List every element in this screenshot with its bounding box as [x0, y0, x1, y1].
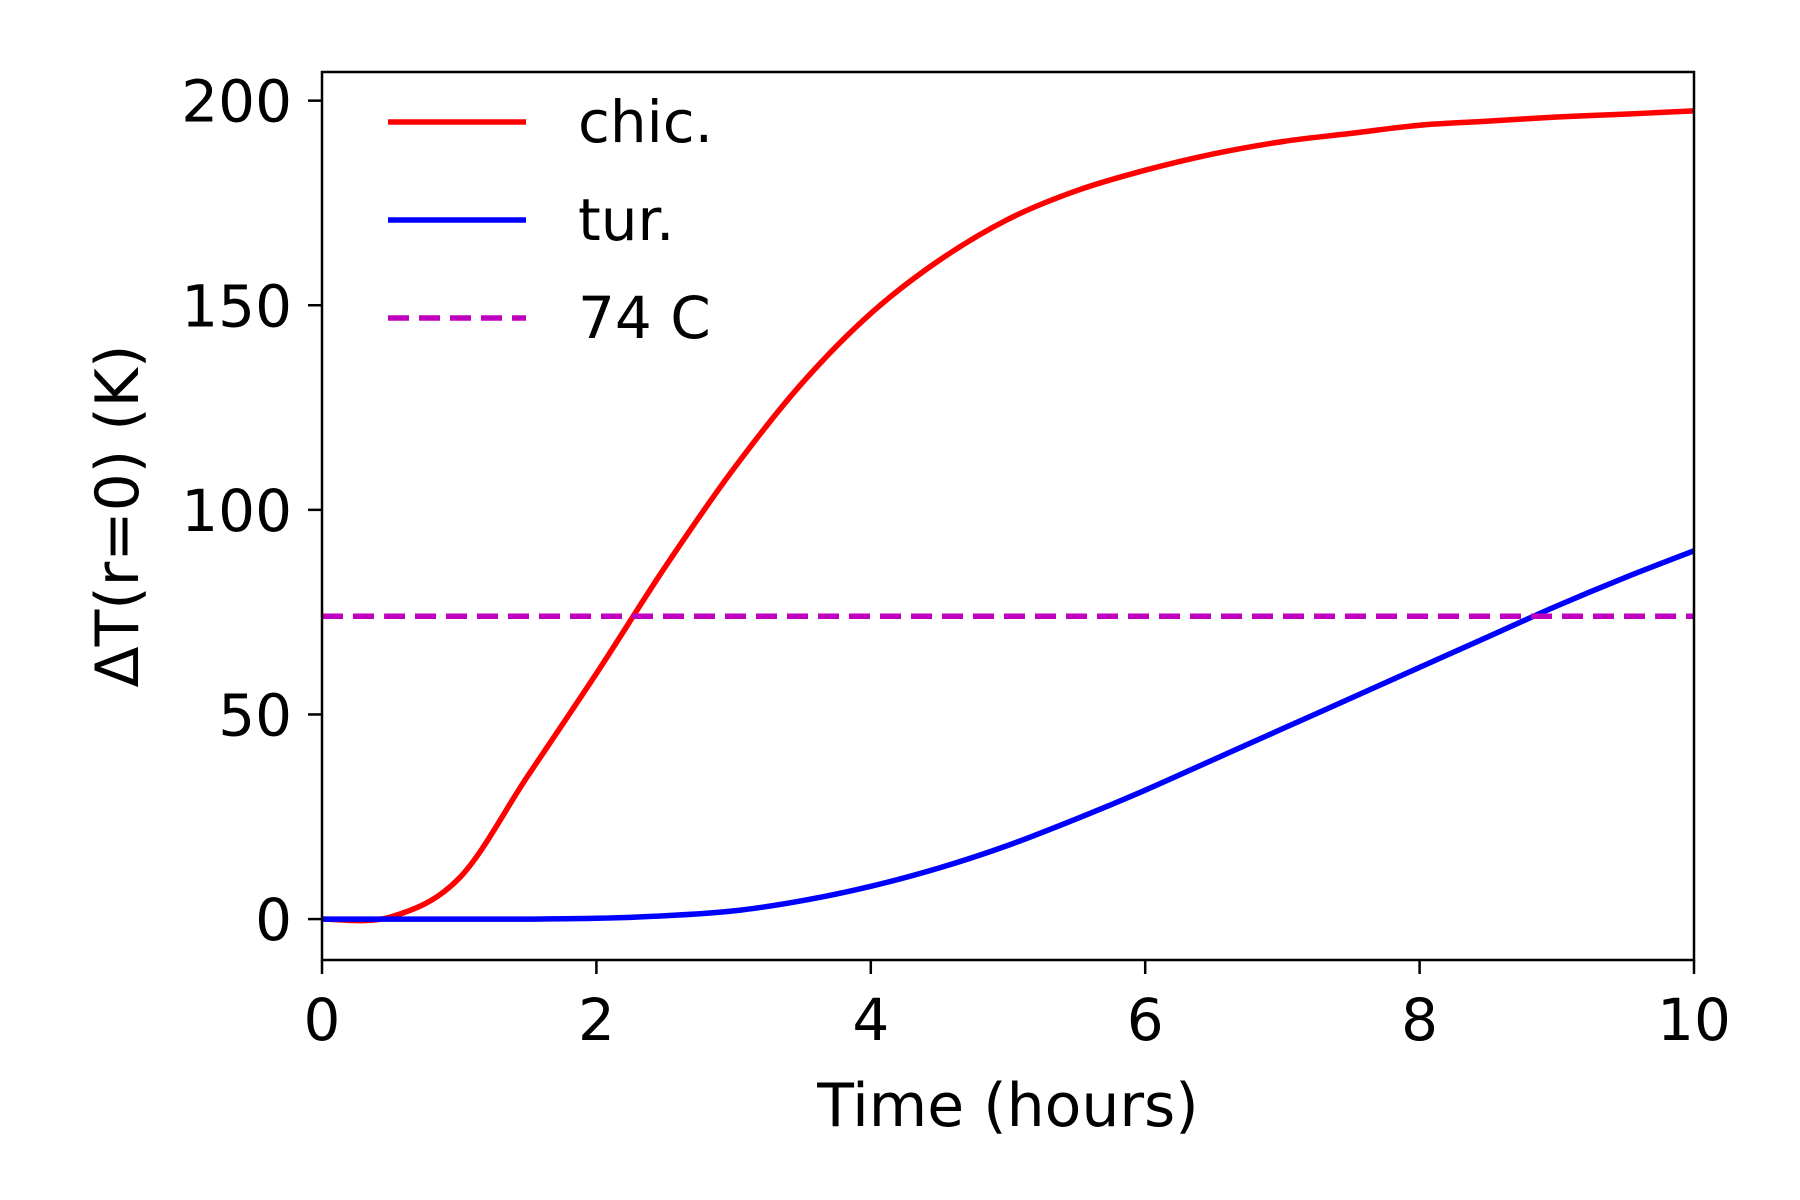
y-tick-label: 200	[181, 68, 292, 136]
series-line-tur	[322, 548, 1695, 922]
x-tick-label: 0	[304, 986, 341, 1054]
y-tick-label: 50	[218, 681, 292, 749]
x-tick-label: 4	[852, 986, 889, 1054]
x-axis-label: Time (hours)	[816, 1071, 1198, 1141]
series-line-chic	[321, 108, 1695, 924]
x-tick-label: 2	[578, 986, 615, 1054]
legend-label-74-c: 74 C	[578, 284, 711, 352]
plot-frame	[320, 70, 1696, 962]
x-tick-label: 6	[1127, 986, 1164, 1054]
series-layer	[321, 108, 1695, 924]
x-tick-label: 10	[1657, 986, 1731, 1054]
legend: chic. tur. 74 C	[388, 88, 713, 352]
y-tick-label: 150	[181, 272, 292, 340]
x-tick-label: 8	[1401, 986, 1438, 1054]
legend-label-tur: tur.	[578, 186, 674, 254]
legend-label-chic: chic.	[578, 88, 713, 156]
y-axis-label: ΔT(r=0) (K)	[83, 345, 153, 688]
y-tick-label: 0	[255, 886, 292, 954]
y-tick-label: 100	[181, 477, 292, 545]
